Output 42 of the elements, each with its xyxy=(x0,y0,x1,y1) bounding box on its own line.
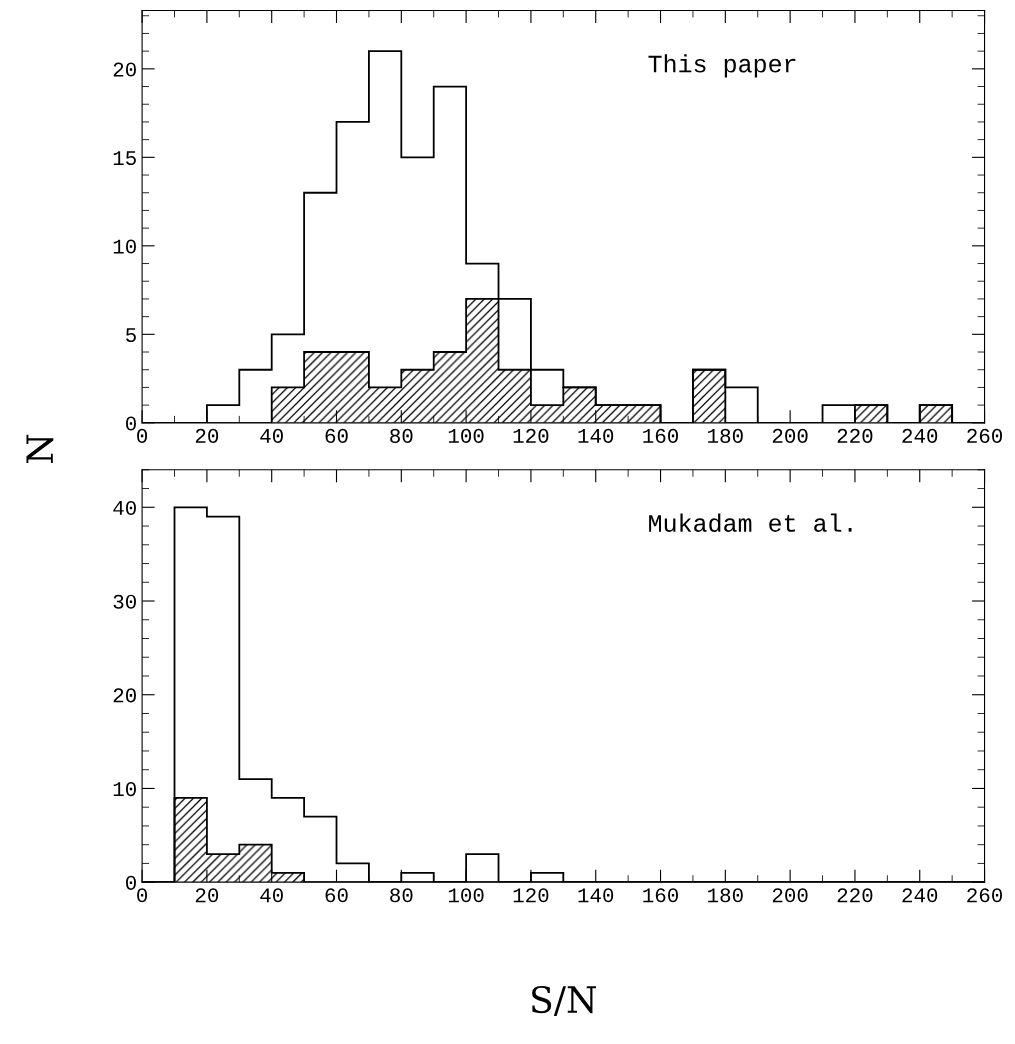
y-tick-label: 15 xyxy=(113,151,136,166)
x-tick-label: 140 xyxy=(578,888,614,903)
x-axis-title: S/N xyxy=(532,985,596,1017)
y-tick-label: 20 xyxy=(113,688,136,703)
y-tick-label: 40 xyxy=(113,500,136,516)
x-tick-label: 240 xyxy=(902,888,938,903)
x-tick-label: 220 xyxy=(837,888,873,903)
x-tick-label: 200 xyxy=(772,888,808,903)
y-tick-label: 0 xyxy=(126,875,136,890)
y-axis-title: N xyxy=(26,434,54,463)
x-tick-label: 60 xyxy=(325,888,348,903)
x-tick-label: 180 xyxy=(708,888,743,903)
x-tick-label: 20 xyxy=(195,888,219,903)
x-tick-label: 120 xyxy=(513,428,549,443)
x-tick-label: 60 xyxy=(325,428,348,443)
x-tick-label: 180 xyxy=(708,428,743,443)
x-tick-label: 20 xyxy=(195,428,219,443)
annotation: This paper xyxy=(648,54,796,78)
x-tick-label: 160 xyxy=(643,428,678,443)
y-tick-label: 0 xyxy=(126,416,136,431)
x-tick-label: 0 xyxy=(137,888,148,903)
y-tick-label: 30 xyxy=(113,594,136,609)
y-tick-label: 5 xyxy=(126,328,136,343)
x-tick-label: 40 xyxy=(260,428,283,443)
x-tick-label: 120 xyxy=(513,888,549,903)
x-tick-label: 80 xyxy=(390,888,413,903)
y-tick-label: 20 xyxy=(113,62,136,77)
x-tick-label: 160 xyxy=(643,888,678,903)
x-tick-label: 40 xyxy=(260,888,283,903)
x-tick-label: 100 xyxy=(448,888,484,903)
x-tick-label: 240 xyxy=(902,428,938,443)
x-tick-label: 260 xyxy=(967,428,1003,443)
y-tick-label: 10 xyxy=(113,782,136,797)
x-tick-label: 80 xyxy=(390,428,413,443)
x-tick-label: 200 xyxy=(772,428,808,443)
x-tick-label: 220 xyxy=(837,428,873,443)
y-tick-label: 10 xyxy=(113,239,136,254)
x-tick-label: 140 xyxy=(578,428,614,443)
annotation: Mukadam et al. xyxy=(649,513,852,532)
x-tick-label: 0 xyxy=(137,428,148,443)
x-tick-label: 260 xyxy=(967,888,1003,903)
x-tick-label: 100 xyxy=(448,428,484,443)
